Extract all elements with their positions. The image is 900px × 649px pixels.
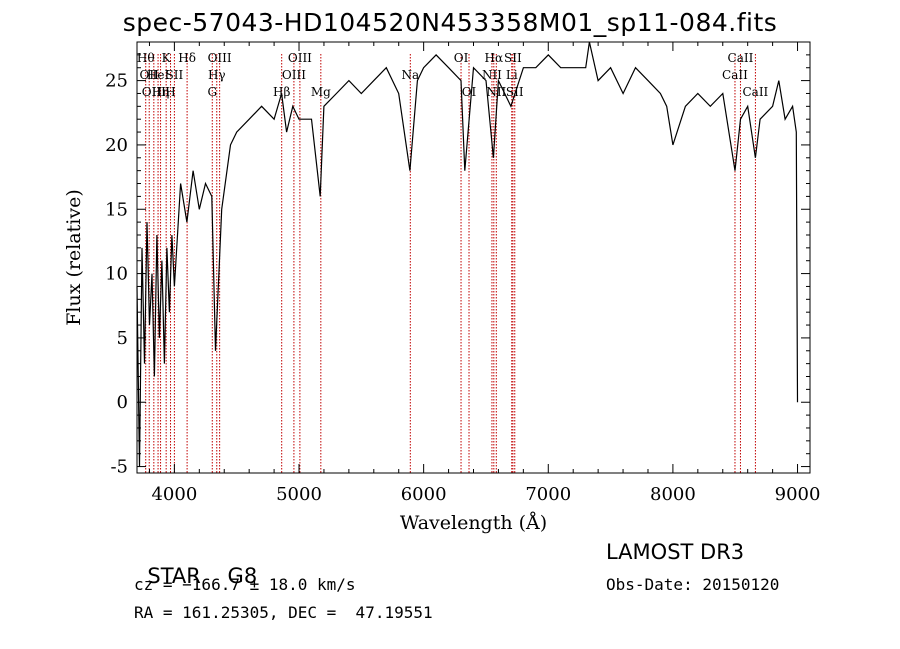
line-label: SII — [506, 85, 524, 99]
line-label: OIII — [142, 85, 166, 99]
y-tick-label: 15 — [105, 199, 128, 220]
y-tick-label: 10 — [105, 264, 128, 285]
axis-ticks: 4000 5000 6000 7000 8000 9000 -5 0 5 10 15 20 25 — [105, 42, 820, 505]
line-label: NII — [482, 68, 502, 82]
object-type: STAR — [147, 564, 201, 588]
x-tick-label: 7000 — [525, 484, 571, 505]
line-label: NII — [486, 85, 506, 99]
x-axis-label: Wavelength (Å) — [400, 512, 547, 534]
line-label: H — [165, 85, 175, 99]
line-label: Hδ — [178, 51, 196, 65]
x-tick-label: 8000 — [650, 484, 696, 505]
line-label: OIII — [288, 51, 312, 65]
line-label: Hα — [485, 51, 504, 65]
line-label: G — [207, 85, 217, 99]
x-tick-label: 6000 — [401, 484, 447, 505]
line-label: Hβ — [273, 85, 290, 99]
x-tick-label: 9000 — [775, 484, 821, 505]
y-tick-label: 20 — [105, 135, 128, 156]
line-label: Mg — [311, 85, 331, 99]
y-tick-label: 5 — [117, 328, 128, 349]
y-tick-label: 0 — [117, 392, 128, 413]
line-label: Hη — [152, 85, 170, 99]
line-label: OIII — [208, 51, 232, 65]
x-tick-label: 4000 — [151, 484, 197, 505]
line-label: SII — [504, 51, 522, 65]
plot-frame — [136, 41, 811, 474]
line-label: OI — [454, 51, 469, 65]
line-label: HeI — [147, 68, 170, 82]
plot-title: spec-57043-HD104520N453358M01_sp11-084.f… — [122, 8, 778, 37]
x-tick-label: 5000 — [276, 484, 322, 505]
y-axis-label: Flux (relative) — [63, 189, 85, 326]
line-label: CaII — [742, 85, 768, 99]
y-tick-label: 25 — [105, 71, 128, 92]
y-tick-label: -5 — [110, 457, 128, 478]
line-labels: Hθ OII OIII HeI Hη K H SII Hδ G Hγ OIII Hβ OIII OIII Mg… — [137, 51, 769, 99]
object-subclass: G8 — [227, 564, 258, 588]
line-label: CaII — [728, 51, 754, 65]
line-label: SII — [166, 68, 184, 82]
line-label: OI — [462, 85, 477, 99]
line-label: Na — [401, 68, 419, 82]
coordinates-text: RA = 161.25305, DEC = 47.19551 — [134, 603, 433, 622]
line-label: K — [162, 51, 172, 65]
survey-name: LAMOST DR3 — [606, 540, 745, 564]
velocity-text: cz = −166.7 ± 18.0 km/s — [134, 575, 356, 594]
line-label: CaII — [722, 68, 748, 82]
line-label: Li — [506, 68, 518, 82]
line-label: Hγ — [208, 68, 226, 82]
line-label: Hθ — [137, 51, 155, 65]
spectrum-line — [136, 41, 799, 467]
line-label: OII — [140, 68, 160, 82]
line-label: OIII — [282, 68, 306, 82]
spectral-line-markers — [145, 54, 756, 473]
obs-date: Obs-Date: 20150120 — [606, 575, 780, 594]
